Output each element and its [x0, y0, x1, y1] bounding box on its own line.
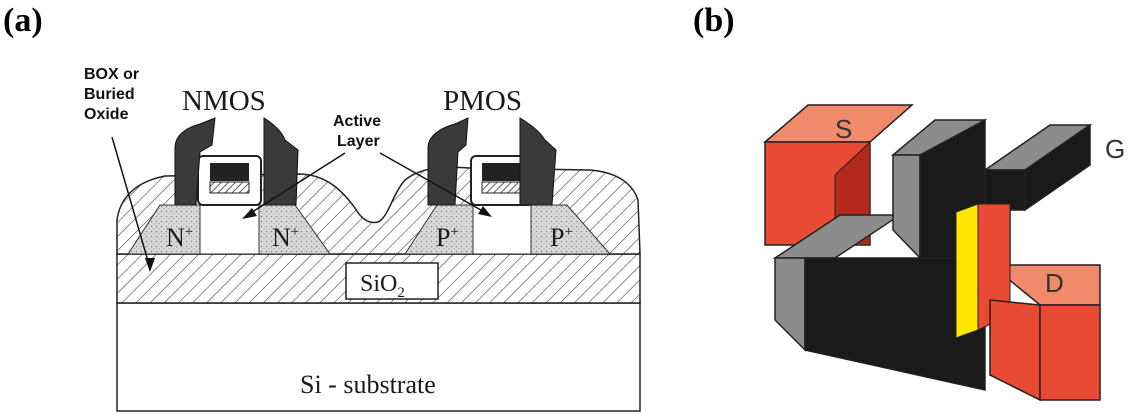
panel-label-a: (a) [3, 2, 43, 39]
pmos-gate-electrode [482, 163, 521, 181]
source-label: S [835, 114, 852, 144]
soi-cross-section: SiO2 Si - substrate N+ N+ P+ P+ NMOS PMO… [84, 66, 641, 412]
gate-right-arm-end [1024, 123, 1091, 212]
box-annotation-arrowhead [145, 258, 155, 272]
pmos-source-contact [427, 117, 469, 206]
n-plus-left-label: N+ [166, 223, 193, 252]
nmos-title: NMOS [182, 85, 266, 117]
nmos-gate-oxide [209, 181, 250, 194]
sio2-label-box [345, 262, 439, 300]
box-annotation-arrow [111, 136, 151, 269]
sio2-label: SiO2 [360, 271, 405, 301]
p-plus-left-label: P+ [436, 223, 459, 252]
panel-label-b: (b) [693, 2, 735, 39]
finfet-3d-diagram: S G D [762, 104, 1125, 402]
drain-right-face [1039, 304, 1101, 401]
gate-dielectric-strip [955, 203, 979, 339]
box-annotation-line1: BOX or [84, 66, 139, 83]
gate-left-arm-end [774, 257, 806, 352]
pmos-title: PMOS [443, 85, 522, 117]
nmos-drain-contact [263, 117, 299, 206]
active-arrowhead-right [478, 206, 492, 217]
nmos-source-contact [174, 117, 216, 206]
pmos-drain-contact [519, 117, 557, 206]
si-substrate-region [116, 302, 641, 412]
substrate-label: Si - substrate [300, 370, 436, 399]
gate-label: G [1105, 134, 1125, 164]
n-plus-right-label: N+ [272, 223, 299, 252]
pmos-gate-oxide [481, 181, 522, 194]
box-annotation-line2: Buried [84, 86, 135, 103]
drain-label: D [1045, 268, 1064, 298]
nmos-gate-electrode [210, 163, 249, 181]
active-arrow-left [245, 152, 346, 217]
active-arrowhead-left [242, 208, 257, 219]
active-arrow-right [379, 152, 489, 215]
box-annotation-line3: Oxide [84, 106, 129, 123]
active-annotation-line2: Layer [337, 133, 380, 150]
drain-front-face [989, 299, 1041, 402]
gate-vertical-side [892, 154, 921, 260]
active-annotation-line1: Active [333, 113, 381, 130]
p-plus-right-label: P+ [550, 223, 573, 252]
